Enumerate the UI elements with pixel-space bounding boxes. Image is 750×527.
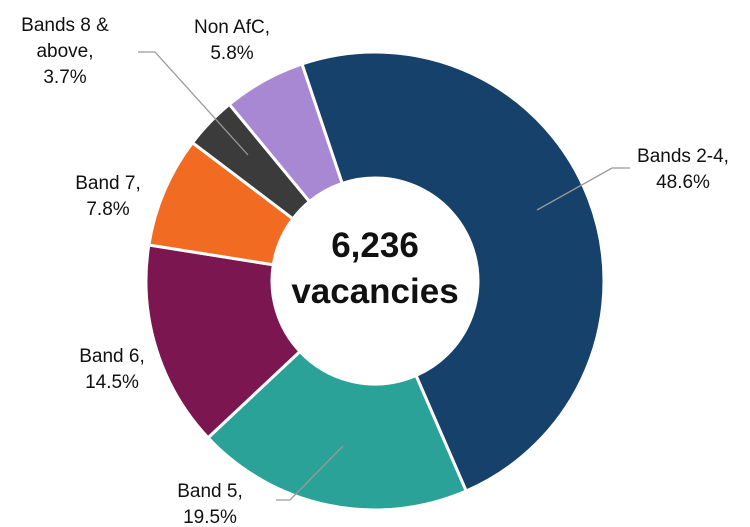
donut-slice bbox=[144, 243, 303, 440]
slice-value: 19.5% bbox=[183, 507, 237, 527]
leader-line bbox=[276, 445, 344, 501]
slice-name: Band 5, bbox=[177, 481, 243, 502]
slice-label: Band 6, 14.5% bbox=[52, 344, 172, 396]
slice-label: Bands 2-4, 48.6% bbox=[623, 144, 743, 196]
slice-value: 48.6% bbox=[656, 172, 710, 193]
slice-value: 14.5% bbox=[85, 372, 139, 393]
slice-name: Non AfC, bbox=[193, 17, 271, 38]
slice-label: Band 5, 19.5% bbox=[150, 479, 270, 527]
slice-value: 7.8% bbox=[86, 199, 130, 220]
donut-slice bbox=[227, 62, 345, 204]
center-number: 6,236 bbox=[331, 226, 419, 265]
leader-lines bbox=[138, 51, 630, 501]
slice-label: Non AfC, 5.8% bbox=[172, 15, 292, 67]
slice-value: 3.7% bbox=[43, 67, 87, 88]
donut-slice bbox=[300, 50, 606, 494]
slice-name: Bands 2-4, bbox=[637, 146, 729, 167]
slice-label: Band 7, 7.8% bbox=[48, 171, 168, 223]
slice-name: Bands 8 & above, bbox=[21, 15, 109, 62]
center-text: vacancies bbox=[291, 272, 459, 311]
slice-name: Band 7, bbox=[75, 173, 141, 194]
leader-line bbox=[536, 167, 630, 211]
slice-label: Bands 8 & above, 3.7% bbox=[8, 13, 123, 91]
slice-value: 5.8% bbox=[210, 43, 254, 64]
slices bbox=[144, 50, 606, 512]
slice-name: Band 6, bbox=[79, 346, 145, 367]
leader-line bbox=[138, 51, 249, 156]
donut-slice bbox=[205, 349, 469, 512]
